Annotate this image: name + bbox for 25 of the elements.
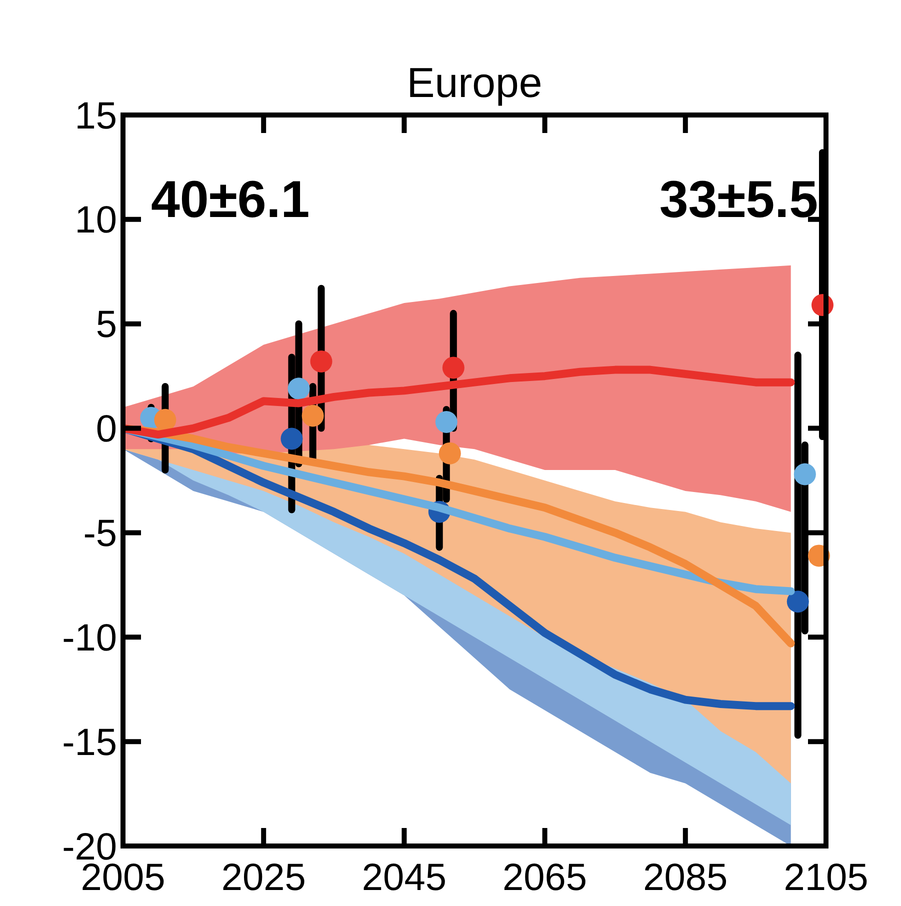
point <box>794 463 816 486</box>
x-tick-label: 2045 <box>362 857 446 899</box>
annotation: 33±5.5 <box>659 171 818 229</box>
point <box>442 356 464 379</box>
point <box>786 590 809 613</box>
point <box>280 428 303 450</box>
point <box>438 442 461 464</box>
y-tick-label: -15 <box>62 722 117 764</box>
y-tick-label: 10 <box>74 200 117 242</box>
point <box>310 350 332 372</box>
point <box>154 408 176 431</box>
x-tick-label: 2065 <box>502 857 588 899</box>
y-tick-label: -10 <box>62 617 117 660</box>
x-tick-label: 2025 <box>221 857 306 899</box>
x-tick-label: 2085 <box>643 857 728 899</box>
y-tick-label: 5 <box>96 304 117 346</box>
y-tick-label: -5 <box>83 513 117 556</box>
y-tick-label: 15 <box>74 95 117 138</box>
chart-title: Europe <box>406 59 542 106</box>
y-tick-label: 0 <box>96 408 117 451</box>
point <box>302 404 324 427</box>
x-tick-label: 2105 <box>784 857 868 899</box>
point <box>288 378 310 400</box>
point <box>435 411 458 434</box>
annotation: 40±6.1 <box>151 171 310 229</box>
